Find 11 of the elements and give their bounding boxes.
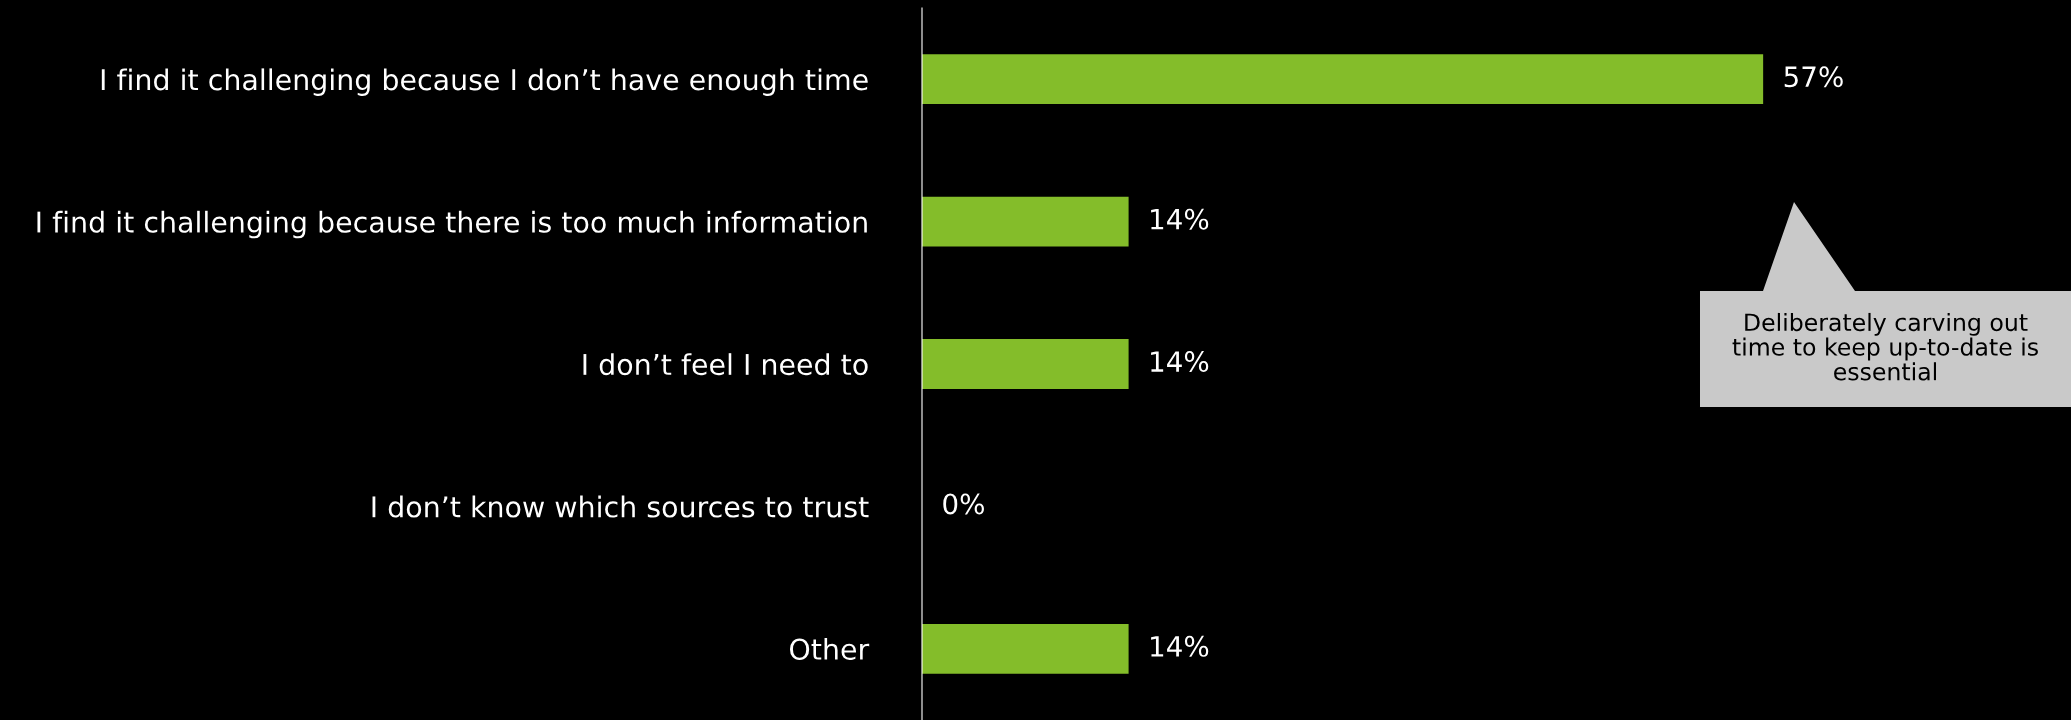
y-tick-label: I find it challenging because there is too much information (37, 210, 867, 239)
data-label: 14% (1151, 208, 1209, 230)
data-label: 57% (1784, 66, 1843, 88)
data-label: 0% (943, 493, 984, 515)
y-tick-label: I don’t feel I need to (583, 353, 868, 376)
data-label: 14% (1151, 635, 1209, 657)
data-label: 14% (1151, 351, 1209, 373)
annotation: Deliberately carving out time to keep up-to-date is essential (1732, 312, 2038, 381)
y-tick-label: I don’t know which sources to trust (372, 495, 869, 518)
y-tick-label: I find it challenging because I don’t have enough time (101, 68, 868, 96)
y-tick-label: Other (789, 637, 870, 661)
